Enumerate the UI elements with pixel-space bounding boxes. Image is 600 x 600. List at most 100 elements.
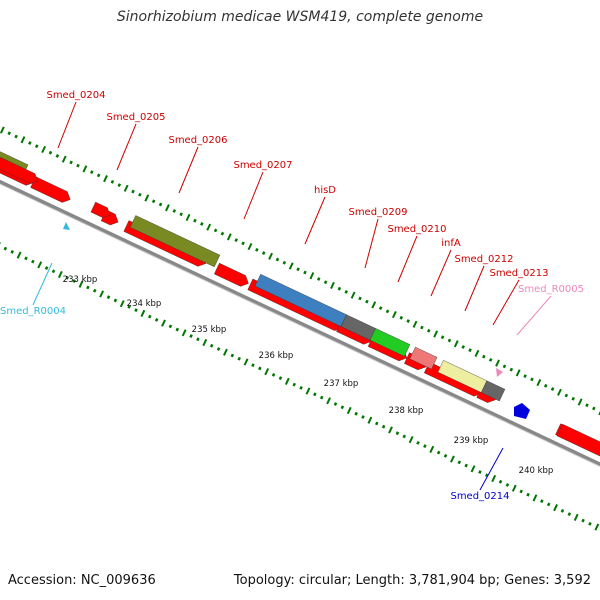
inner-tick-mark xyxy=(209,343,214,348)
inner-tick-mark xyxy=(567,512,572,517)
inner-tick-mark xyxy=(408,436,414,444)
inner-tick-mark xyxy=(106,295,111,300)
outer-tick-mark xyxy=(378,306,383,310)
outer-tick-mark xyxy=(488,358,493,362)
label-leader-line xyxy=(116,123,137,171)
outer-tick-mark xyxy=(557,388,562,396)
inner-tick-mark xyxy=(340,405,345,410)
inner-tick-mark xyxy=(367,416,373,424)
outer-tick-mark xyxy=(82,165,88,173)
inner-tick-mark xyxy=(251,363,255,368)
inner-tick-mark xyxy=(354,411,358,416)
outer-tick-mark xyxy=(371,301,377,309)
inner-tick-mark xyxy=(381,424,386,429)
outer-tick-mark xyxy=(179,212,183,217)
outer-tick-mark xyxy=(282,260,287,265)
inner-tick-mark xyxy=(478,470,482,474)
inner-tick-mark xyxy=(216,347,221,351)
outer-tick-mark xyxy=(117,183,122,187)
cds-arrow xyxy=(30,176,71,203)
inner-tick-mark xyxy=(3,246,8,251)
outer-tick-mark xyxy=(330,281,335,290)
outer-tick-mark xyxy=(0,126,5,134)
label-leader-line xyxy=(464,265,485,312)
inner-tick-mark xyxy=(161,319,166,327)
outer-tick-mark xyxy=(350,291,356,299)
outer-tick-mark xyxy=(220,231,225,236)
outer-tick-mark xyxy=(509,367,514,372)
outer-tick-mark xyxy=(453,340,459,348)
scale-label: 234 kbp xyxy=(127,299,162,309)
outer-tick-mark xyxy=(482,354,486,359)
inner-tick-mark xyxy=(299,385,303,390)
outer-tick-mark xyxy=(337,286,342,291)
inner-tick-mark xyxy=(416,440,420,445)
outer-tick-mark xyxy=(172,209,177,213)
inner-tick-mark xyxy=(546,502,551,507)
outer-tick-mark xyxy=(577,398,583,406)
outer-tick-mark xyxy=(523,374,527,378)
inner-tick-mark xyxy=(140,309,146,317)
outer-tick-mark xyxy=(288,262,294,270)
inner-tick-mark xyxy=(16,251,22,259)
inner-tick-mark xyxy=(485,473,489,478)
genome-backbone-shadow xyxy=(0,183,600,467)
inner-tick-mark xyxy=(271,373,276,377)
scale-label: 236 kbp xyxy=(259,351,294,361)
label-leader-line xyxy=(479,447,504,491)
inner-tick-mark xyxy=(505,483,510,487)
outer-tick-mark xyxy=(213,228,218,233)
inner-tick-mark xyxy=(470,465,476,473)
label-leader-line xyxy=(304,196,326,245)
outer-tick-mark xyxy=(296,267,300,272)
inner-tick-mark xyxy=(134,308,138,313)
inner-tick-mark xyxy=(243,358,249,366)
feature-label: Smed_0205 xyxy=(106,112,165,123)
outer-tick-mark xyxy=(399,315,404,320)
outer-tick-mark xyxy=(550,387,555,391)
inner-tick-mark xyxy=(346,406,352,415)
inner-tick-mark xyxy=(436,450,441,455)
outer-tick-mark xyxy=(468,348,472,353)
outer-tick-mark xyxy=(420,325,424,330)
outer-tick-mark xyxy=(200,222,204,226)
outer-tick-mark xyxy=(28,141,32,145)
inner-tick-mark xyxy=(189,334,193,338)
inner-tick-mark xyxy=(127,305,131,309)
feature-block xyxy=(129,215,221,268)
inner-tick-mark xyxy=(284,377,290,385)
inner-tick-mark xyxy=(333,402,338,406)
outer-tick-mark xyxy=(110,179,115,184)
outer-tick-mark xyxy=(440,335,445,340)
outer-tick-mark xyxy=(131,189,135,194)
outer-tick-mark xyxy=(385,309,390,314)
inner-tick-mark xyxy=(278,376,283,381)
label-leader-line xyxy=(57,101,77,149)
outer-tick-mark xyxy=(206,223,212,231)
inner-tick-mark xyxy=(154,317,159,322)
scale-label: 235 kbp xyxy=(192,325,227,335)
outer-tick-mark xyxy=(7,131,11,136)
feature-label: Smed_0212 xyxy=(454,254,513,265)
outer-tick-mark xyxy=(247,243,253,251)
feature-label: Smed_0204 xyxy=(46,90,105,101)
outer-tick-mark xyxy=(241,241,245,246)
scale-label: 233 kbp xyxy=(63,275,98,285)
inner-tick-mark xyxy=(395,431,400,436)
outer-tick-mark xyxy=(261,251,266,255)
inner-tick-mark xyxy=(429,445,435,453)
inner-tick-mark xyxy=(51,269,56,274)
inner-tick-mark xyxy=(230,353,235,358)
feature-label: hisD xyxy=(314,185,336,196)
scale-label: 240 kbp xyxy=(519,466,554,476)
inner-tick-mark xyxy=(24,256,28,261)
outer-tick-mark xyxy=(158,202,163,207)
gene-marker-smed-0214 xyxy=(514,403,530,419)
outer-tick-mark xyxy=(61,155,67,163)
outer-tick-mark xyxy=(165,204,170,212)
inner-tick-mark xyxy=(388,426,393,434)
feature-label: Smed_0214 xyxy=(450,491,509,502)
inner-tick-mark xyxy=(374,421,379,426)
outer-tick-mark xyxy=(268,252,273,260)
label-leader-line xyxy=(32,262,53,306)
